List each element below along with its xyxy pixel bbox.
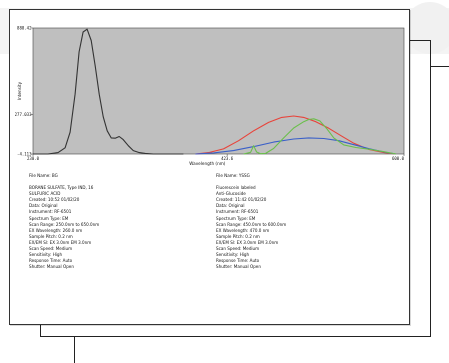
- left-info-line: Scan Range: 250.0nm to 650.0nm: [29, 222, 99, 228]
- frame-line-bottom: [40, 336, 431, 337]
- plot-area: [33, 28, 404, 154]
- report-sheet: 888.42 277.033 -4.113 230.0 423.6 600.0 Wavele…: [9, 9, 410, 325]
- frame-tab-top: [431, 66, 449, 67]
- frame-tab-bottom: [74, 337, 75, 363]
- y-tick-label: 277.033: [15, 112, 32, 117]
- frame-line-right: [430, 40, 431, 337]
- left-info-line: Shutter: Manual Open: [29, 264, 99, 270]
- y-tick-label: 888.42: [17, 26, 32, 31]
- frame-line-top: [408, 40, 431, 41]
- left-file-name: File Name: BG: [29, 173, 99, 179]
- right-info-line: Scan Range: 450.0nm to 600.0nm: [216, 222, 286, 228]
- frame-line-left: [40, 323, 41, 337]
- x-tick-label: 230.0: [27, 156, 40, 161]
- right-file-name: File Name: YSSG: [216, 173, 286, 179]
- right-info-block: File Name: YSSG Fluorescein labeled Anti-…: [216, 173, 286, 270]
- left-info-lines: BORANE SULFATE, Type IND, 16 SULFURIC ACI…: [29, 185, 99, 270]
- y-axis-label: Intensity: [17, 81, 22, 100]
- x-tick-label: 600.0: [392, 156, 405, 161]
- x-axis-label: Wavelength (nm): [189, 161, 226, 166]
- spectrum-chart: 888.42 277.033 -4.113 230.0 423.6 600.0 Wavele…: [15, 18, 407, 173]
- right-info-lines: Fluorescein labeled Anti-Glucoside Created…: [216, 185, 286, 270]
- right-info-line: Shutter: Manual Open: [216, 264, 286, 270]
- left-info-block: File Name: BG BORANE SULFATE, Type IND, …: [29, 173, 99, 270]
